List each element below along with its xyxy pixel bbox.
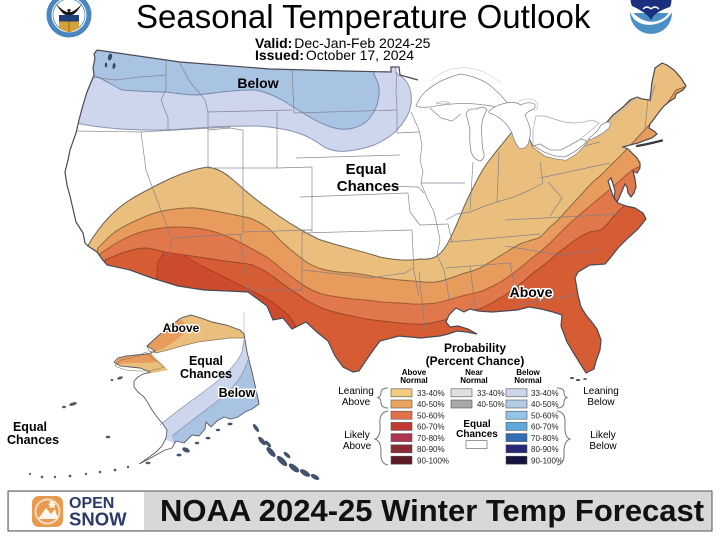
svg-text:Leaning: Leaning (338, 386, 374, 397)
svg-text:Near: Near (465, 368, 483, 377)
svg-text:Above: Above (343, 441, 372, 452)
svg-text:Below: Below (219, 386, 256, 400)
svg-text:OPEN: OPEN (69, 495, 114, 512)
svg-text:40-50%: 40-50% (477, 400, 505, 409)
svg-text:Below: Below (237, 75, 278, 91)
svg-text:Above: Above (402, 368, 427, 377)
svg-text:Issued: October 17, 2024: Issued: October 17, 2024 (255, 47, 414, 63)
svg-text:90-100%: 90-100% (531, 456, 563, 465)
svg-text:60-70%: 60-70% (417, 423, 445, 432)
svg-text:40-50%: 40-50% (531, 400, 559, 409)
svg-text:40-50%: 40-50% (417, 400, 445, 409)
svg-text:Chances: Chances (7, 433, 59, 447)
svg-text:Normal: Normal (460, 376, 488, 385)
svg-text:Equal: Equal (189, 354, 223, 368)
svg-text:(Percent Chance): (Percent Chance) (426, 354, 525, 368)
svg-text:Probability: Probability (444, 341, 506, 355)
svg-text:Equal: Equal (13, 420, 47, 434)
svg-text:Likely: Likely (590, 430, 616, 441)
svg-text:50-60%: 50-60% (531, 411, 559, 420)
svg-text:33-40%: 33-40% (531, 389, 559, 398)
svg-text:Normal: Normal (400, 376, 428, 385)
svg-text:Chances: Chances (337, 178, 400, 195)
svg-text:70-80%: 70-80% (417, 434, 445, 443)
svg-text:Normal: Normal (514, 376, 542, 385)
svg-text:SNOW: SNOW (69, 509, 127, 530)
svg-text:Leaning: Leaning (583, 386, 619, 397)
svg-text:90-100%: 90-100% (417, 456, 449, 465)
svg-text:80-90%: 80-90% (417, 445, 445, 454)
svg-text:80-90%: 80-90% (531, 445, 559, 454)
svg-text:Valid: Dec-Jan-Feb 2024-25: Valid: Dec-Jan-Feb 2024-25 (255, 35, 431, 51)
svg-text:Likely: Likely (344, 430, 370, 441)
svg-text:Equal: Equal (463, 419, 490, 430)
svg-text:50-60%: 50-60% (417, 411, 445, 420)
svg-text:Below: Below (589, 441, 617, 452)
svg-text:70-80%: 70-80% (531, 434, 559, 443)
svg-text:Seasonal Temperature Outlook: Seasonal Temperature Outlook (136, 0, 591, 35)
svg-text:Below: Below (516, 368, 540, 377)
svg-text:60-70%: 60-70% (531, 423, 559, 432)
svg-text:Above: Above (342, 397, 371, 408)
svg-text:33-40%: 33-40% (417, 389, 445, 398)
svg-text:Below: Below (587, 397, 615, 408)
svg-text:Chances: Chances (456, 429, 498, 440)
svg-text:Equal: Equal (346, 161, 387, 178)
svg-text:33-40%: 33-40% (477, 389, 505, 398)
svg-text:Above: Above (510, 284, 553, 300)
svg-text:Above: Above (163, 321, 200, 335)
svg-text:NOAA 2024-25 Winter Temp Forec: NOAA 2024-25 Winter Temp Forecast (160, 493, 704, 528)
svg-text:Chances: Chances (180, 367, 232, 381)
